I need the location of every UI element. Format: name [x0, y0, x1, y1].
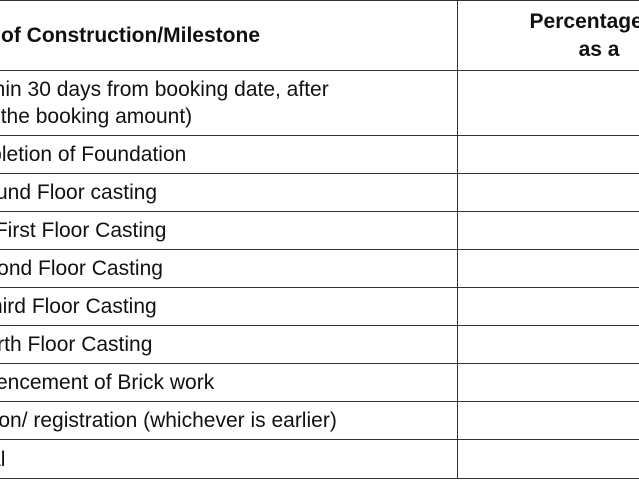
table-row: Ground Floor casting — [0, 173, 639, 212]
stage-cell-line-1: (within 30 days from booking date, after — [0, 78, 329, 101]
table-row: Second Floor Casting — [0, 249, 639, 288]
total-percentage-cell — [457, 439, 639, 479]
stage-cell: ession/ registration (whichever is earli… — [0, 401, 458, 440]
percentage-header-line-1: Percentage of — [529, 9, 639, 33]
percentage-cell — [457, 401, 639, 440]
percentage-cell — [457, 211, 639, 250]
table-row: ession/ registration (whichever is earli… — [0, 401, 639, 440]
total-label: Total — [0, 439, 458, 479]
percentage-cell — [457, 287, 639, 326]
stage-cell: Fourth Floor Casting — [0, 325, 458, 364]
total-row: Total — [0, 439, 639, 479]
stage-column-header: of Construction/Milestone — [0, 0, 458, 71]
percentage-cell — [457, 70, 639, 136]
percentage-cell — [457, 135, 639, 174]
stage-cell-line-2: ting the booking amount) — [0, 105, 193, 128]
stage-cell: ompletion of Foundation — [0, 135, 458, 174]
percentage-cell — [457, 325, 639, 364]
table-row: n Third Floor Casting — [0, 287, 639, 326]
percentage-header-line-2: as a — [578, 37, 620, 61]
percentage-column-header: Percentage of as a — [457, 0, 639, 71]
stage-cell: Second Floor Casting — [0, 249, 458, 288]
stage-cell: Ground Floor casting — [0, 173, 458, 212]
stage-cell: n Third Floor Casting — [0, 287, 458, 326]
stage-cell: On First Floor Casting — [0, 211, 458, 250]
table-row: (within 30 days from booking date, after… — [0, 70, 639, 136]
percentage-cell — [457, 249, 639, 288]
table-header-row: of Construction/Milestone Percentage of … — [0, 0, 639, 71]
stage-cell: (within 30 days from booking date, after… — [0, 70, 458, 136]
table-row: Fourth Floor Casting — [0, 325, 639, 364]
table-row: mmencement of Brick work — [0, 363, 639, 402]
table-row: ompletion of Foundation — [0, 135, 639, 174]
percentage-cell — [457, 173, 639, 212]
stage-cell: mmencement of Brick work — [0, 363, 458, 402]
table-row: On First Floor Casting — [0, 211, 639, 250]
percentage-cell — [457, 363, 639, 402]
